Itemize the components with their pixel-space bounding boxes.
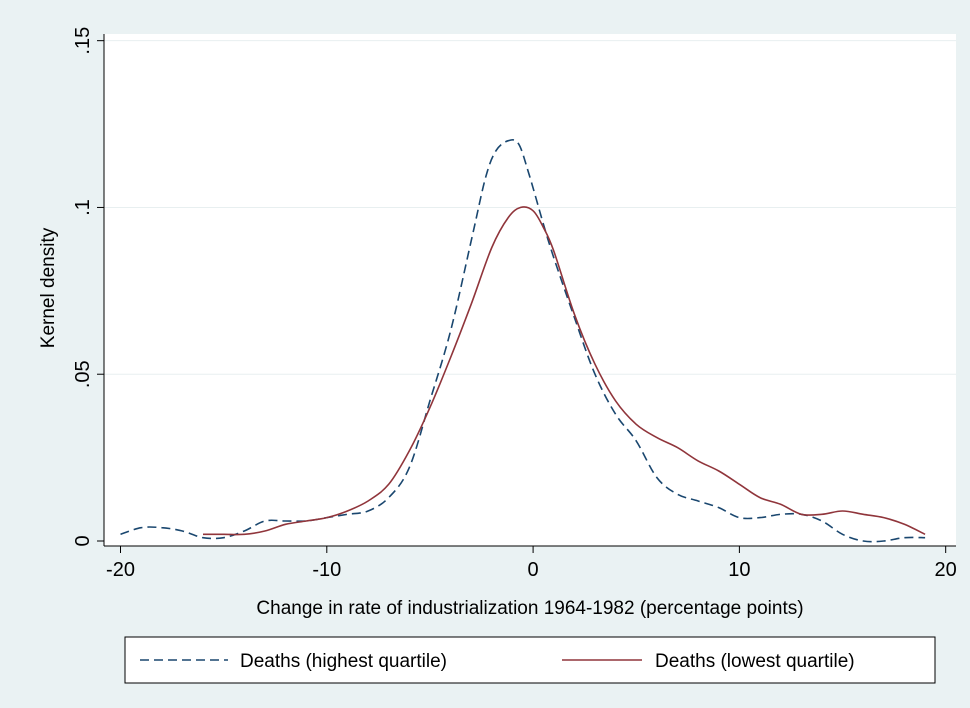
legend-label-0: Deaths (highest quartile): [240, 651, 447, 672]
legend-label-1: Deaths (lowest quartile): [655, 651, 855, 672]
legend: Deaths (highest quartile) Deaths (lowest …: [124, 636, 936, 684]
x-axis-title: Change in rate of industrialization 1964…: [256, 598, 803, 619]
x-axis-ticks: -20 -10 0 10 20: [106, 546, 957, 581]
x-tick-label-1: -10: [312, 559, 341, 581]
y-tick-label-0: 0: [72, 535, 94, 546]
plot-area: [104, 34, 956, 546]
y-axis-ticks: 0 .05 .1 .15: [72, 27, 104, 547]
grid-lines: [104, 40, 956, 375]
series-line-1: [202, 206, 926, 536]
x-tick-label-3: 10: [728, 559, 750, 581]
x-tick-label-0: -20: [106, 559, 135, 581]
y-tick-label-2: .1: [72, 199, 94, 216]
series-lines: [120, 139, 926, 543]
y-tick-label-3: .15: [72, 27, 94, 55]
y-tick-label-1: .05: [72, 360, 94, 388]
x-tick-label-2: 0: [528, 559, 539, 581]
y-axis-title: Kernel density: [38, 227, 59, 348]
legend-box: [124, 636, 936, 684]
x-tick-label-4: 20: [935, 559, 957, 581]
